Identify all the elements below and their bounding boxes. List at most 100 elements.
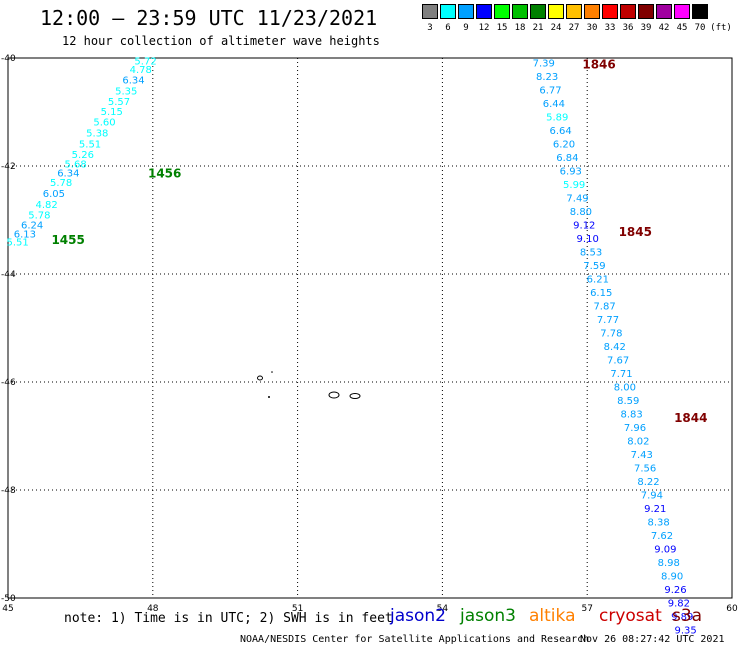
swh-value: 6.93: [560, 166, 582, 177]
scale-swatch: [422, 4, 438, 19]
swh-value: 7.94: [641, 490, 663, 501]
scale-swatch: [620, 4, 636, 19]
swh-value: 8.00: [614, 382, 636, 393]
scale-swatch: [602, 4, 618, 19]
swh-value: 8.42: [604, 342, 626, 353]
swh-value: 5.89: [546, 112, 568, 123]
scale-swatch: [548, 4, 564, 19]
credit-line: NOAA/NESDIS Center for Satellite Applica…: [240, 634, 590, 645]
island-outline: [268, 396, 270, 398]
swh-value: 8.53: [580, 247, 602, 258]
swh-value: 7.56: [634, 463, 656, 474]
footer-note: note: 1) Time is in UTC; 2) SWH is in fe…: [64, 611, 393, 626]
pass-time-label: 1845: [619, 225, 652, 239]
swh-value: 5.68: [64, 159, 86, 170]
swh-value: 8.22: [637, 477, 659, 488]
scale-label: 9: [463, 23, 469, 33]
swh-value: 6.05: [43, 189, 65, 200]
swh-value: 7.87: [593, 301, 615, 312]
swh-value: 9.89: [671, 612, 693, 623]
scale-label: 12: [478, 23, 490, 33]
scale-swatch: [674, 4, 690, 19]
swh-value: 7.49: [566, 193, 588, 204]
scale-swatch: [656, 4, 672, 19]
lat-tick-label: -40: [1, 54, 16, 64]
pass-time-label: 1456: [148, 166, 181, 180]
legend-jason3: jason3: [460, 606, 516, 626]
swh-value: 5.51: [79, 139, 101, 150]
scale-label: 27: [568, 23, 580, 33]
lat-tick-label: -44: [1, 270, 16, 280]
scale-label: 39: [640, 23, 652, 33]
map-title: 12:00 – 23:59 UTC 11/23/2021: [40, 6, 378, 30]
swh-value: 4.82: [35, 200, 57, 211]
scale-swatch: [512, 4, 528, 19]
swh-value: 9.26: [664, 585, 686, 596]
swh-value: 5.35: [115, 86, 137, 97]
swh-value: 5.57: [108, 97, 130, 108]
swh-value: 4.78: [130, 65, 152, 76]
swh-value: 5.26: [72, 150, 94, 161]
swh-value: 6.24: [21, 220, 43, 231]
scale-swatch: [476, 4, 492, 19]
swh-value: 8.80: [570, 207, 592, 218]
pass-time-label: 1455: [51, 233, 84, 247]
swh-value: 7.78: [600, 328, 622, 339]
swh-value: 5.72: [134, 57, 156, 68]
swh-value: 5.78: [50, 178, 72, 189]
swh-value: 9.10: [577, 234, 599, 245]
swh-value: 6.34: [122, 76, 144, 87]
scale-label: 21: [532, 23, 544, 33]
scale-swatch: [494, 4, 510, 19]
swh-value: 6.13: [14, 230, 36, 241]
scale-label: 24: [550, 23, 562, 33]
legend-jason2: jason2: [390, 606, 446, 626]
swh-value: 7.96: [624, 423, 646, 434]
swh-value: 8.38: [648, 517, 670, 528]
swh-value: 7.39: [533, 58, 555, 69]
scale-swatch: [530, 4, 546, 19]
scale-label: 30: [586, 23, 598, 33]
swh-value: 7.62: [651, 531, 673, 542]
swh-value: 8.02: [627, 436, 649, 447]
swh-value: 5.38: [86, 129, 108, 140]
pass-time-label: 1844: [674, 411, 707, 425]
island-outline: [349, 393, 361, 399]
swh-value: 8.59: [617, 396, 639, 407]
scale-label: 6: [445, 23, 451, 33]
swh-value: 5.60: [93, 118, 115, 129]
scale-swatch: [566, 4, 582, 19]
swh-value: 6.84: [556, 153, 578, 164]
lon-tick-label: 51: [292, 604, 303, 614]
swh-value: 8.23: [536, 72, 558, 83]
scale-label: 36: [622, 23, 634, 33]
swh-value: 6.34: [57, 168, 79, 179]
swh-value: 8.98: [658, 558, 680, 569]
swh-value: 6.64: [550, 126, 572, 137]
swh-value: 8.90: [661, 571, 683, 582]
lon-tick-label: 45: [2, 604, 13, 614]
legend-cryosat: cryosat: [599, 606, 662, 626]
swh-value: 9.21: [644, 504, 666, 515]
swh-value: 5.78: [28, 211, 50, 222]
lat-tick-label: -48: [1, 486, 16, 496]
island-outline: [257, 375, 263, 381]
lon-tick-label: 48: [147, 604, 159, 614]
scale-unit: (ft): [710, 23, 732, 33]
map-frame: [7, 57, 733, 599]
pass-time-label: 1846: [582, 57, 615, 71]
swh-value: 9.09: [654, 544, 676, 555]
scale-label: 3: [427, 23, 433, 33]
scale-swatch: [440, 4, 456, 19]
swh-value: 5.51: [7, 238, 29, 249]
lon-tick-label: 57: [581, 604, 592, 614]
swh-value: 7.43: [631, 450, 653, 461]
lat-tick-label: -46: [1, 378, 16, 388]
swh-value: 9.35: [675, 625, 697, 636]
legend-altika: altika: [529, 606, 576, 626]
swh-value: 7.59: [583, 261, 605, 272]
lat-tick-label: -42: [1, 162, 16, 172]
swh-value: 6.77: [539, 85, 561, 96]
generated-timestamp: Nov 26 08:27:42 UTC 2021: [580, 634, 725, 645]
